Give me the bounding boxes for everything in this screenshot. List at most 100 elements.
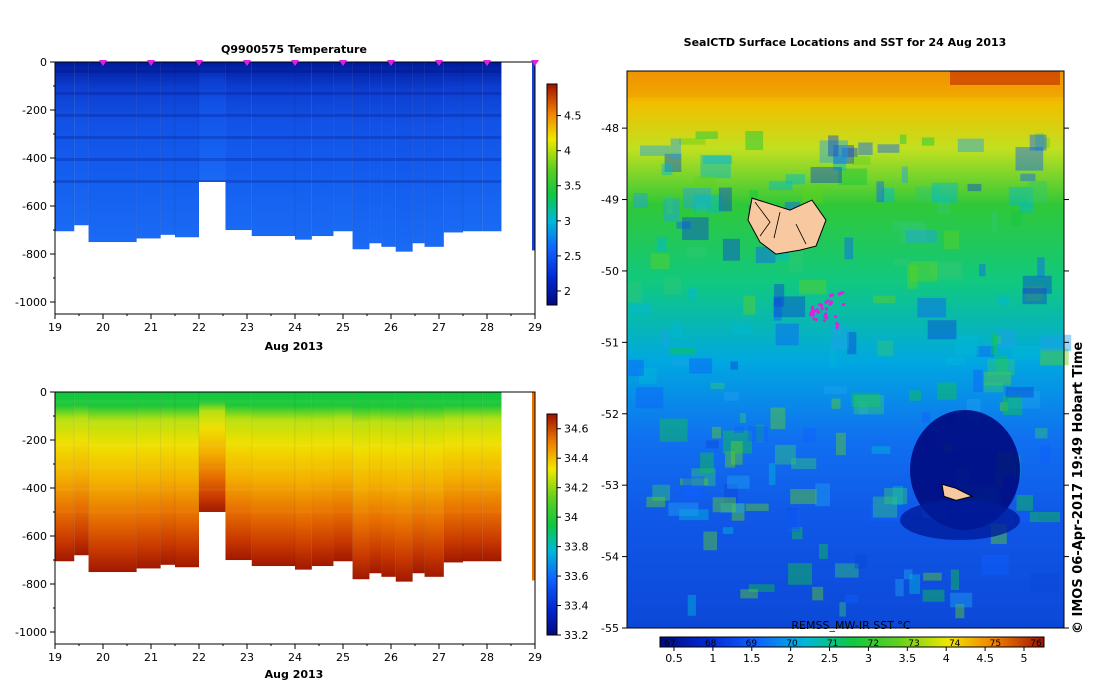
sst-texture-block — [725, 451, 736, 468]
colorbar-bar — [546, 413, 558, 636]
sst-texture-block — [859, 401, 869, 415]
sst-texture-block — [899, 134, 907, 144]
sst-texture-block — [652, 484, 671, 501]
profile-column — [369, 392, 382, 574]
sst-texture-block — [936, 382, 957, 400]
sst-texture-block — [931, 182, 958, 203]
profile-column — [295, 62, 312, 240]
seal-position-dot — [824, 307, 829, 311]
profile-column — [74, 392, 89, 556]
temperature-plot-area — [54, 61, 535, 314]
sst-texture-block — [768, 463, 776, 486]
sst-texture-block — [987, 358, 1015, 376]
sst-texture-block — [973, 369, 983, 392]
profile-column — [311, 62, 334, 236]
sst-texture-block — [703, 531, 717, 551]
sst-colorbar-top-tick-label: 75 — [990, 639, 1001, 649]
sst-texture-block — [991, 210, 998, 232]
profile-column — [225, 392, 252, 560]
seal-position-dot — [810, 305, 815, 309]
sst-texture-block — [853, 395, 884, 415]
sst-texture-block — [720, 503, 745, 513]
sst-texture-block — [710, 382, 725, 390]
sst-texture-block — [774, 444, 796, 465]
profile-column — [412, 392, 425, 574]
y-tick-label: -1000 — [15, 296, 47, 309]
texture-band — [55, 158, 502, 161]
profile-column — [88, 392, 137, 572]
sst-texture-block — [711, 426, 722, 439]
sst-texture-block — [670, 347, 696, 355]
sst-colorbar-tick-label: 5 — [1021, 652, 1028, 665]
sst-texture-block — [689, 358, 713, 374]
profile-marker — [387, 60, 395, 66]
sst-texture-block — [819, 140, 848, 163]
colorbar-tick-label: 2.5 — [564, 250, 582, 263]
sst-texture-block — [871, 446, 891, 454]
sst-texture-block — [833, 145, 854, 164]
sst-texture-block — [936, 193, 950, 214]
sst-texture-block — [927, 320, 957, 340]
seal-position-dot — [833, 315, 838, 319]
sst-texture-block — [981, 555, 1009, 575]
colorbar-tick-label: 34.6 — [564, 423, 589, 436]
sst-texture-block — [786, 508, 798, 529]
sst-texture-block — [1008, 391, 1041, 409]
sst-texture-block — [976, 345, 995, 357]
sst-texture-block — [734, 426, 744, 433]
profile-column — [251, 62, 295, 236]
sst-texture-block — [831, 398, 841, 409]
sst-texture-block — [1025, 285, 1043, 301]
x-tick-label: 22 — [192, 651, 206, 664]
sst-texture-block — [700, 154, 731, 179]
profile-marker — [195, 60, 203, 66]
profile-column — [199, 62, 226, 182]
sst-texture-block — [659, 418, 688, 442]
colorbar-tick-label: 34.4 — [564, 452, 589, 465]
y-tick-label: -200 — [22, 104, 47, 117]
lat-tick-label: -50 — [601, 265, 619, 278]
seal-position-dot — [824, 312, 828, 316]
sst-texture-block — [801, 185, 823, 204]
sst-texture-block — [627, 281, 642, 303]
sst-colorbar-top-tick-label: 69 — [746, 639, 758, 649]
sst-texture-block — [1030, 573, 1060, 593]
profile-column — [381, 62, 396, 247]
sst-texture-block — [731, 322, 751, 335]
sst-texture-block — [877, 340, 894, 357]
sst-texture-block — [727, 475, 750, 489]
sst-texture-block — [639, 368, 657, 384]
sst-texture-block — [922, 411, 931, 423]
sst-texture-block — [1021, 513, 1039, 522]
temperature-panel: Q9900575 Temperature 0 -200 -400 -600 -800 -1… — [15, 43, 581, 353]
texture-band — [55, 488, 502, 491]
profile-column — [381, 392, 396, 577]
x-tick-label: 24 — [288, 321, 302, 334]
salinity-colorbar: 33.2 33.4 33.6 33.8 34 34.2 34.4 34.6 — [546, 413, 589, 642]
island-kerguelen-detail — [754, 201, 807, 245]
island-kerguelen — [747, 197, 827, 255]
profile-marker — [147, 60, 155, 66]
sst-texture-block — [833, 155, 847, 171]
sst-texture-block — [755, 246, 776, 264]
sst-colorbar-tick-label: 1.5 — [743, 652, 761, 665]
y-tick-label: -600 — [22, 200, 47, 213]
sst-texture-block — [1022, 275, 1052, 294]
sst-texture-block — [877, 144, 900, 153]
sst-texture-block — [955, 603, 965, 619]
sst-texture-block — [914, 186, 941, 202]
profile-column — [175, 392, 199, 568]
y-tick-label: -200 — [22, 434, 47, 447]
x-tick-label: 24 — [288, 651, 302, 664]
sst-colorbar-tick-label: 4.5 — [976, 652, 994, 665]
sst-texture-block — [791, 458, 817, 469]
sst-colorbar-top-tick-label: 73 — [908, 639, 919, 649]
map-frame — [626, 70, 1065, 629]
colorbar-tick-label: 3.5 — [564, 180, 582, 193]
sst-texture-block — [909, 574, 921, 594]
cold-eddy — [910, 410, 1020, 530]
sst-texture-block — [676, 221, 691, 229]
sst-texture-block — [747, 426, 769, 442]
profile-column — [463, 62, 483, 232]
